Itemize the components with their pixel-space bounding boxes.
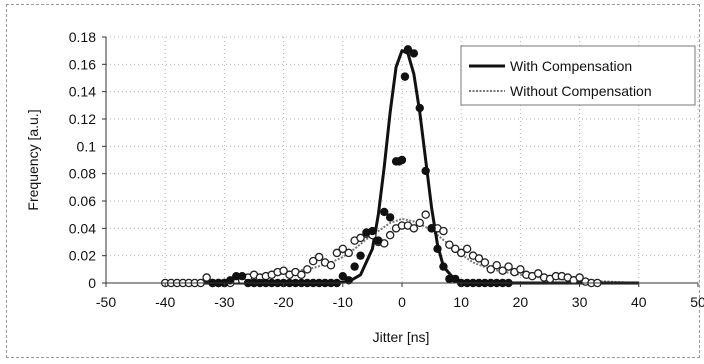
x-tick-label: -50 (96, 294, 116, 310)
y-tick-label: 0.14 (69, 84, 96, 100)
x-tick-label: -10 (333, 294, 353, 310)
point-with-compensation (397, 155, 407, 165)
point-without-compensation (385, 230, 395, 240)
point-with-compensation (374, 236, 383, 245)
x-tick-label: 40 (631, 294, 647, 310)
point-without-compensation (451, 244, 460, 254)
point-with-compensation (451, 274, 460, 284)
legend: With Compensation Without Compensation (460, 45, 696, 106)
point-without-compensation (308, 256, 318, 266)
axes (102, 36, 699, 287)
y-tick-label: 0.1 (77, 138, 97, 154)
point-without-compensation (356, 233, 365, 243)
point-without-compensation (533, 269, 543, 278)
point-without-compensation (575, 273, 584, 282)
x-tick-label: -40 (155, 294, 175, 310)
point-with-compensation (350, 262, 359, 271)
point-with-compensation (232, 271, 241, 281)
point-without-compensation (498, 266, 507, 275)
point-without-compensation (421, 210, 430, 219)
point-with-compensation (427, 224, 436, 233)
y-tick-label: 0.02 (69, 248, 96, 264)
point-with-compensation (421, 166, 430, 176)
legend-box (460, 45, 696, 106)
point-with-compensation (226, 276, 235, 285)
y-tick-label: 0 (88, 275, 96, 291)
x-tick-label: -20 (273, 294, 293, 310)
legend-label-with-compensation: With Compensation (510, 58, 632, 74)
point-without-compensation (332, 248, 342, 258)
x-axis-title: Jitter [ns] (373, 329, 430, 345)
y-tick-label: 0.06 (69, 193, 96, 209)
point-with-compensation (403, 45, 413, 54)
legend-label-without-compensation: Without Compensation (510, 83, 652, 99)
point-without-compensation (439, 226, 448, 236)
point-without-compensation (456, 248, 466, 258)
point-without-compensation (338, 244, 348, 254)
point-without-compensation (474, 254, 484, 263)
point-with-compensation (439, 262, 448, 271)
point-with-compensation (380, 207, 389, 217)
point-without-compensation (202, 273, 211, 282)
y-axis-title: Frequency [a.u.] (25, 109, 41, 210)
point-with-compensation (433, 244, 442, 254)
series-line-without-compensation (165, 217, 639, 284)
point-without-compensation (480, 258, 490, 267)
point-without-compensation (486, 265, 496, 274)
point-without-compensation (492, 260, 501, 270)
y-tick-label: 0.12 (69, 111, 96, 127)
point-without-compensation (445, 240, 454, 249)
x-tick-label: 30 (572, 294, 588, 310)
point-without-compensation (516, 265, 525, 274)
y-tick-label: 0.04 (69, 220, 96, 236)
point-without-compensation (297, 270, 306, 280)
point-without-compensation (326, 260, 336, 270)
x-tick-label: -30 (214, 294, 234, 310)
x-tick-label: 10 (453, 294, 469, 310)
point-without-compensation (504, 262, 513, 271)
point-without-compensation (303, 265, 312, 274)
y-tick-label: 0.08 (69, 166, 96, 182)
point-with-compensation (356, 251, 365, 260)
point-with-compensation (409, 49, 419, 58)
point-with-compensation (445, 274, 454, 284)
point-without-compensation (409, 224, 419, 233)
chart-frame (6, 4, 700, 358)
y-tick-label: 0.16 (69, 56, 96, 72)
y-tick-label: 0.18 (69, 29, 96, 45)
point-without-compensation (314, 252, 324, 262)
x-tick-label: 0 (398, 294, 406, 310)
point-with-compensation (237, 271, 247, 281)
x-tick-label: 20 (513, 294, 529, 310)
point-without-compensation (462, 244, 472, 254)
point-with-compensation (368, 226, 377, 236)
point-with-compensation (344, 276, 353, 285)
x-tick-label: 50 (690, 294, 704, 310)
tick-labels: -50 -40 -30 -20 -10 0 10 20 30 40 50 0 0.02 0.04 0.06 0… (69, 29, 704, 310)
point-without-compensation (344, 248, 353, 258)
point-with-compensation (400, 72, 410, 81)
point-with-compensation (385, 213, 395, 222)
point-with-compensation (338, 271, 347, 281)
point-with-compensation (415, 103, 424, 113)
point-without-compensation (279, 266, 288, 275)
point-without-compensation (415, 218, 425, 228)
